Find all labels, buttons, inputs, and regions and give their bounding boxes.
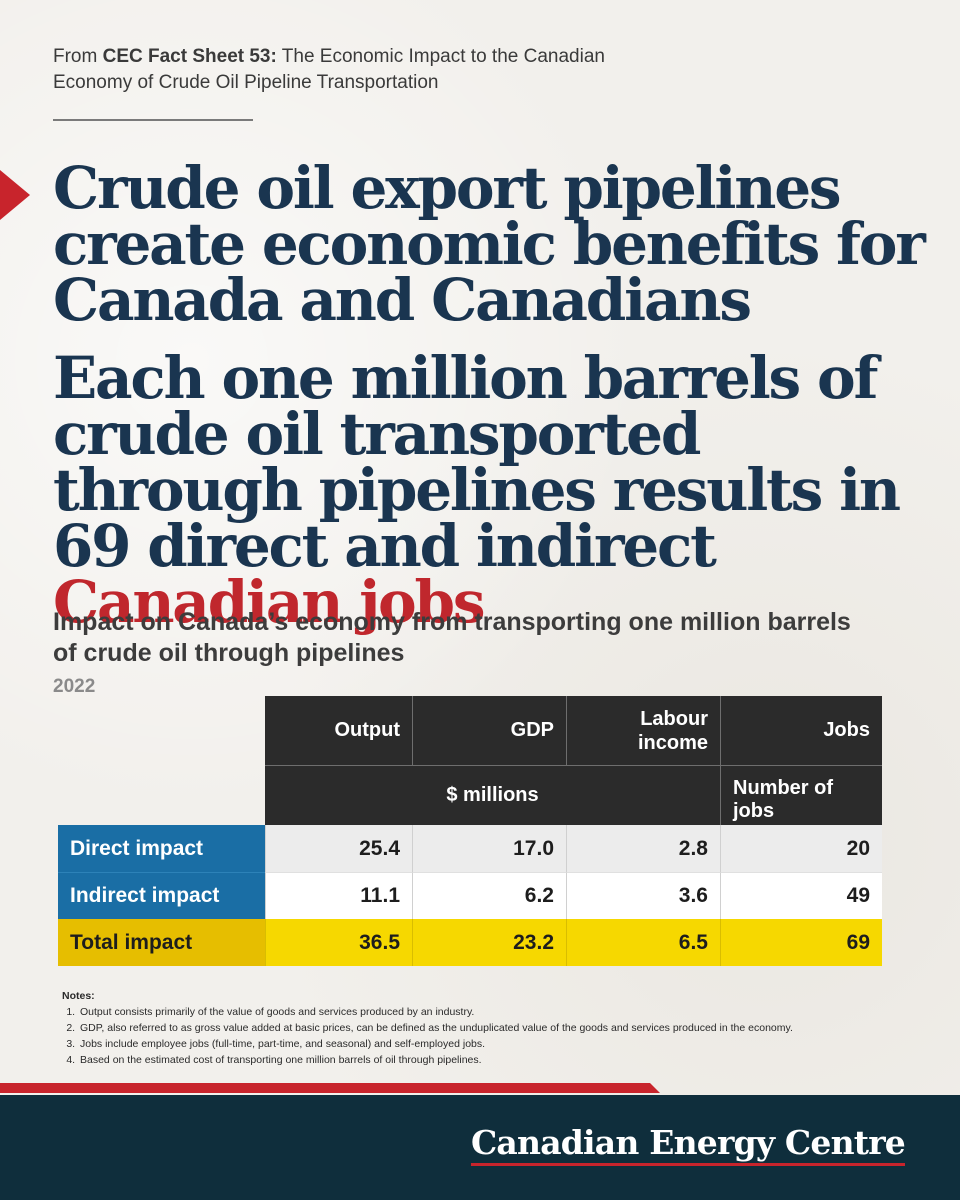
source-prefix: From <box>53 46 103 67</box>
impact-table: Output GDP Labour income Jobs $ millions… <box>58 696 882 966</box>
headline-highlight: Canadian jobs <box>53 568 486 636</box>
note-item: Based on the estimated cost of transport… <box>78 1052 922 1068</box>
cell-indirect-gdp: 6.2 <box>412 872 566 919</box>
col-header-output: Output <box>265 696 412 765</box>
row-label-indirect: Indirect impact <box>58 872 265 919</box>
row-label-total: Total impact <box>58 919 265 966</box>
table-title: Impact on Canada’s economy from transpor… <box>53 608 851 667</box>
cell-direct-output: 25.4 <box>265 825 412 872</box>
units-dollars: $ millions <box>265 765 720 825</box>
cell-indirect-output: 11.1 <box>265 872 412 919</box>
note-item: Output consists primarily of the value o… <box>78 1004 922 1020</box>
note-item: Jobs include employee jobs (full-time, p… <box>78 1036 922 1052</box>
col-header-gdp: GDP <box>412 696 566 765</box>
footer-red-stripe <box>0 1083 660 1093</box>
source-factsheet: CEC Fact Sheet 53: <box>102 46 277 67</box>
headline-secondary: Each one million barrels of crude oil tr… <box>53 349 933 631</box>
cell-total-jobs: 69 <box>720 919 882 966</box>
col-header-jobs: Jobs <box>720 696 882 765</box>
cell-indirect-jobs: 49 <box>720 872 882 919</box>
notes-title: Notes: <box>62 990 95 1002</box>
cell-total-gdp: 23.2 <box>412 919 566 966</box>
units-jobs: Number of jobs <box>720 765 882 825</box>
footer-bar: Canadian Energy Centre <box>0 1095 960 1200</box>
notes: Notes: Output consists primarily of the … <box>62 988 922 1068</box>
cell-direct-jobs: 20 <box>720 825 882 872</box>
note-item: GDP, also referred to as gross value add… <box>78 1020 922 1036</box>
cell-total-output: 36.5 <box>265 919 412 966</box>
table-year: 2022 <box>53 676 96 697</box>
row-label-direct: Direct impact <box>58 825 265 872</box>
cell-direct-labour: 2.8 <box>566 825 720 872</box>
divider-rule <box>53 119 253 121</box>
red-arrow-icon <box>0 170 30 220</box>
source-title: The Economic Impact to the Canadian Econ… <box>53 46 605 93</box>
cell-indirect-labour: 3.6 <box>566 872 720 919</box>
cell-total-labour: 6.5 <box>566 919 720 966</box>
headline-secondary-text: Each one million barrels of crude oil tr… <box>53 344 901 580</box>
notes-list: Output consists primarily of the value o… <box>62 1004 922 1068</box>
cell-direct-gdp: 17.0 <box>412 825 566 872</box>
headline-primary: Crude oil export pipelines create econom… <box>53 154 926 334</box>
brand-logo: Canadian Energy Centre <box>470 1123 906 1162</box>
col-header-labour-income: Labour income <box>566 696 720 765</box>
source-citation: From CEC Fact Sheet 53: The Economic Imp… <box>53 44 673 96</box>
